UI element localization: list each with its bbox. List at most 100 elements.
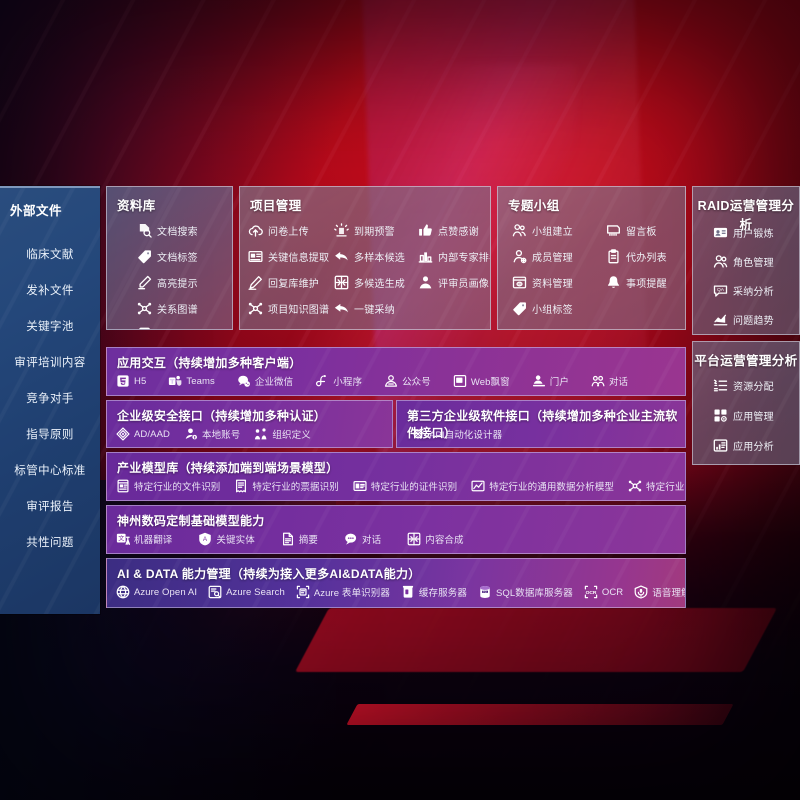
feature-item[interactable]: 小组建立 xyxy=(512,217,606,243)
app-analysis-icon xyxy=(713,438,728,453)
band-item[interactable]: 特定行业的票据识别 xyxy=(234,479,339,493)
sidebar-item-label: 竞争对手 xyxy=(26,393,74,405)
band-item[interactable]: Teams xyxy=(168,374,215,388)
band-item-label: 公众号 xyxy=(402,377,431,388)
band-item[interactable]: A 关键实体 xyxy=(198,532,255,546)
band-item[interactable]: Web飘窗 xyxy=(453,374,510,388)
feature-item[interactable]: 文档标签 xyxy=(137,243,226,269)
sidebar-item-8[interactable]: 审评报告 xyxy=(0,488,100,524)
feature-item[interactable]: 多样本候选 xyxy=(334,243,418,269)
band-item[interactable]: 小程序 xyxy=(315,374,362,388)
band-item[interactable]: 摘要 xyxy=(281,532,318,546)
band-item[interactable]: OCR OCR xyxy=(584,585,623,599)
band-dcits-base-model: 神州数码定制基础模型能力 文 机器翻译 A 关键实体 摘要 对话 内容合成 xyxy=(106,505,686,554)
band-item[interactable]: 文 机器翻译 xyxy=(116,532,172,546)
graph-icon xyxy=(628,479,642,493)
feature-item[interactable]: 到期预警 xyxy=(334,217,418,243)
board-icon xyxy=(606,223,621,238)
band-item[interactable]: 公众号 xyxy=(384,374,431,388)
sidebar-item-5[interactable]: 竞争对手 xyxy=(0,380,100,416)
sidebar-item-1[interactable]: 临床文献 xyxy=(0,236,100,272)
band-item-label: 语音理解 xyxy=(652,588,685,599)
band-item-label: H5 xyxy=(134,375,147,387)
band-item[interactable]: 门户 xyxy=(532,374,569,388)
sidebar-item-6[interactable]: 指导原则 xyxy=(0,416,100,452)
band-item[interactable]: 缓存服务器 xyxy=(401,585,467,599)
band-title: AI & DATA 能力管理（持续为接入更多AI&DATA能力） xyxy=(117,567,421,581)
band-item[interactable]: 语音理解 xyxy=(634,585,685,599)
band-item[interactable]: 企业微信 xyxy=(237,374,293,388)
feature-item[interactable]: 用户锻炼 xyxy=(701,219,793,245)
svg-text:SQL: SQL xyxy=(483,591,488,594)
feature-item[interactable]: 问卷上传 xyxy=(248,217,334,243)
local-account-icon xyxy=(184,427,198,441)
person-settings-icon xyxy=(512,249,527,264)
sidebar-item-2[interactable]: 发补文件 xyxy=(0,272,100,308)
feature-item[interactable]: 回复库维护 xyxy=(248,269,334,295)
band-item[interactable]: Azure Search xyxy=(208,585,285,599)
feature-item[interactable]: 内部专家排名 xyxy=(418,243,490,269)
band-item[interactable]: 内容合成 xyxy=(407,532,464,546)
band-item[interactable]: 特定行业的通用数据分析模型 xyxy=(471,479,614,493)
feature-label: 采纳分析 xyxy=(733,286,774,298)
feature-item[interactable]: 文档分类 xyxy=(137,321,226,329)
band-item[interactable]: AD/AAD xyxy=(116,427,170,441)
feature-item[interactable]: 一键采纳 xyxy=(334,295,418,321)
feature-item[interactable]: 应用管理 xyxy=(701,402,793,428)
bell-icon xyxy=(606,275,621,290)
band-item[interactable]: 特定行业的证件识别 xyxy=(353,479,457,493)
feature-label: 多样本候选 xyxy=(354,252,405,264)
feature-item[interactable]: 资料管理 xyxy=(512,269,606,295)
feature-item[interactable]: 多候选生成 xyxy=(334,269,418,295)
band-item[interactable]: Azure Open AI xyxy=(116,585,197,599)
doc-search-icon xyxy=(137,223,152,238)
band-item[interactable]: 组织定义 xyxy=(254,427,311,441)
band-item[interactable]: H5 xyxy=(116,374,146,388)
sidebar-item-7[interactable]: 标管中心标准 xyxy=(0,452,100,488)
card-platform-title: 平台运营管理分析 xyxy=(694,354,798,368)
feature-item[interactable]: 项目知识图谱 xyxy=(248,295,334,321)
band-item[interactable]: Azure 表单识别器 xyxy=(296,585,390,599)
feature-item[interactable]: 关系图谱 xyxy=(137,295,226,321)
feature-item[interactable]: 留言板 xyxy=(606,217,679,243)
band-item[interactable]: 对话 xyxy=(344,532,381,546)
sidebar-item-label: 共性问题 xyxy=(26,537,74,549)
feature-item[interactable]: 点赞感谢 xyxy=(418,217,490,243)
feature-item[interactable]: 小组标签 xyxy=(512,295,606,321)
feature-label: 文档标签 xyxy=(157,252,198,264)
feature-label: 代办列表 xyxy=(626,252,667,264)
feature-item[interactable]: 代办列表 xyxy=(606,243,679,269)
feature-item[interactable]: 事项提醒 xyxy=(606,269,679,295)
band-item[interactable]: API自动化设计器 xyxy=(411,427,502,441)
sidebar-item-3[interactable]: 关键字池 xyxy=(0,308,100,344)
band-item-label: Web飘窗 xyxy=(470,377,510,388)
sidebar-item-9[interactable]: 共性问题 xyxy=(0,524,100,560)
feature-item[interactable]: 问题趋势 xyxy=(701,306,793,332)
feature-item[interactable]: 关键信息提取 xyxy=(248,243,334,269)
band-item[interactable]: SQL SQL数据库服务器 xyxy=(478,585,573,599)
feature-item[interactable]: 成员管理 xyxy=(512,243,606,269)
org-define-icon xyxy=(254,427,268,441)
receipt-icon xyxy=(234,479,248,493)
reply-icon xyxy=(334,249,349,264)
feature-item[interactable]: 高亮提示 xyxy=(137,269,226,295)
feature-item[interactable]: QA 采纳分析 xyxy=(701,277,793,303)
feature-item[interactable]: 应用分析 xyxy=(701,432,793,458)
band-item[interactable]: 本地账号 xyxy=(184,427,240,441)
card-raid: RAID运营管理分析 用户锻炼角色管理 QA 采纳分析 问题趋势 xyxy=(692,186,800,335)
feature-item[interactable]: 文档搜索 xyxy=(137,217,226,243)
band-item-label: Azure 表单识别器 xyxy=(313,588,390,599)
file-recognize-icon xyxy=(116,479,130,493)
feature-item[interactable]: 角色管理 xyxy=(701,248,793,274)
band-title: 神州数码定制基础模型能力 xyxy=(117,514,265,528)
feature-item[interactable]: 资源分配 xyxy=(701,372,793,398)
band-item[interactable]: 对话 xyxy=(591,374,628,388)
archive-icon xyxy=(512,275,527,290)
feature-label: 用户锻炼 xyxy=(733,228,774,240)
band-item[interactable]: 特定行业的通用知识图谱模型 xyxy=(628,479,685,493)
band-item[interactable]: 特定行业的文件识别 xyxy=(116,479,220,493)
people-add-icon xyxy=(512,223,527,238)
card-raid-title: RAID运营管理分析 xyxy=(697,199,795,232)
feature-item[interactable]: 评审员画像 xyxy=(418,269,490,295)
sidebar-item-4[interactable]: 审评培训内容 xyxy=(0,344,100,380)
